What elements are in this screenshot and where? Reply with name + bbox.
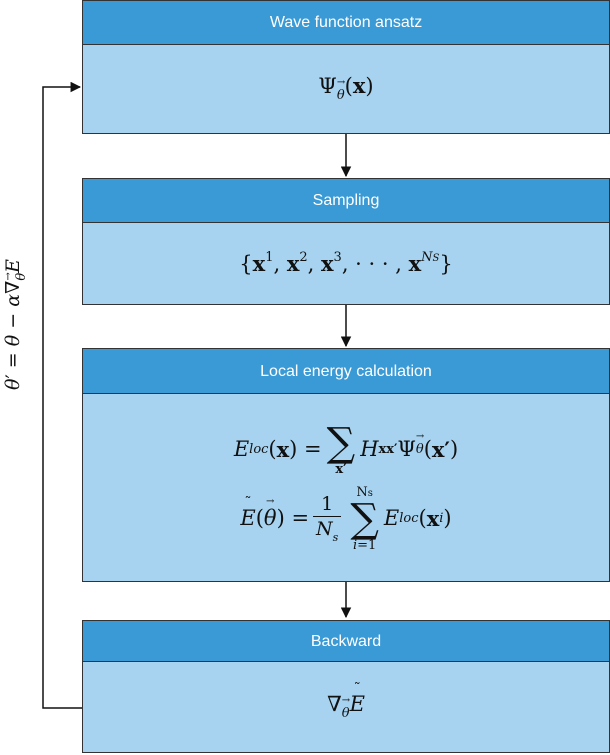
- block-wave-function-ansatz: Wave function ansatz Ψθ → (x): [82, 0, 610, 134]
- gradient-formula: ∇θ → E ˜: [327, 694, 365, 720]
- parameter-update-label: θ→′ = θ→ − α∇θ→E˜: [2, 360, 22, 390]
- block-formula: Ψθ → (x): [83, 45, 609, 132]
- block-formula: {x1, x2, x3, · · · , xNS}: [83, 223, 609, 303]
- block-title: Wave function ansatz: [83, 1, 609, 45]
- block-title: Backward: [83, 621, 609, 662]
- feedback-loop-line: [43, 87, 82, 708]
- block-title: Sampling: [83, 179, 609, 223]
- block-title: Local energy calculation: [83, 349, 609, 394]
- block-formula: ∇θ → E ˜: [83, 662, 609, 751]
- block-backward: Backward ∇θ → E ˜: [82, 620, 610, 753]
- psi-theta-x-formula: Ψθ → (x): [318, 75, 373, 102]
- sample-set-formula: {x1, x2, x3, · · · , xNS}: [239, 251, 452, 275]
- block-sampling: Sampling {x1, x2, x3, · · · , xNS}: [82, 178, 610, 305]
